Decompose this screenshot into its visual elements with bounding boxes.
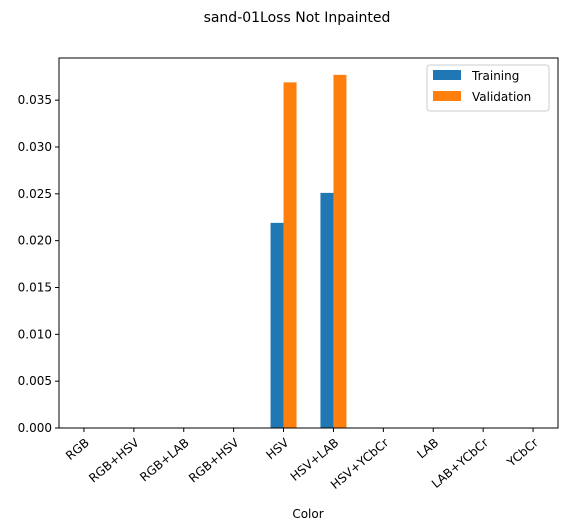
y-axis: 0.000 0.005 0.010 0.015 0.020 0.025 0.030 0.035: [18, 93, 59, 435]
y-tick-label: 0.035: [18, 93, 52, 107]
x-tick-label: RGB+HSV: [186, 435, 242, 485]
y-tick-label: 0.025: [18, 187, 52, 201]
bar-training: [270, 222, 284, 428]
legend: Training Validation: [426, 64, 550, 112]
y-tick-label: 0.015: [18, 280, 52, 294]
y-tick-label: 0.030: [18, 140, 52, 154]
legend-swatch-validation: [433, 91, 461, 101]
x-tick-label: LAB: [414, 436, 441, 462]
y-tick-label: 0.000: [18, 421, 52, 435]
x-tick-label: YCbCr: [504, 436, 541, 471]
bar-training: [320, 192, 334, 428]
bar-validation: [283, 82, 297, 428]
chart-title: sand-01Loss Not Inpainted: [204, 10, 391, 26]
legend-label-validation: Validation: [472, 90, 531, 104]
legend-label-training: Training: [471, 69, 519, 83]
x-axis-label: Color: [292, 507, 323, 521]
plot-frame: [58, 57, 559, 429]
legend-swatch-training: [433, 70, 461, 80]
y-tick-label: 0.020: [18, 234, 52, 248]
x-tick-label: HSV: [263, 435, 292, 462]
y-tick-label: 0.005: [18, 374, 52, 388]
bar-validation: [333, 74, 347, 429]
y-tick-label: 0.010: [18, 327, 52, 341]
bars-group: [270, 74, 347, 429]
x-tick-label: RGB: [63, 436, 92, 463]
x-tick-label: RGB+LAB: [137, 436, 191, 485]
x-tick-label: RGB+HSV: [86, 435, 142, 485]
